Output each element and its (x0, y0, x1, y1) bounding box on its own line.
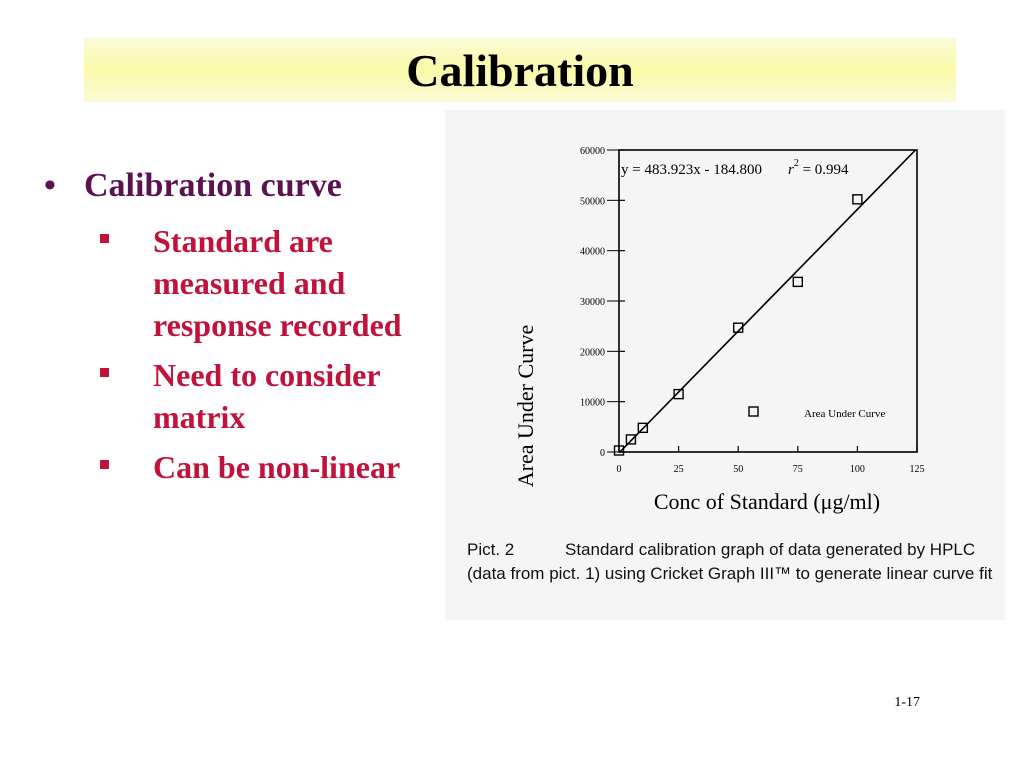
y-tick-label: 20000 (580, 347, 605, 358)
sub-bullet-text: Standard are measured and response recor… (153, 223, 402, 343)
slide-title: Calibration (406, 45, 634, 96)
caption-label: Pict. 2 (467, 540, 515, 559)
sub-bullet-list: Standard are measured and response recor… (42, 220, 432, 488)
data-point (852, 194, 863, 205)
x-tick-label: 50 (733, 464, 743, 475)
y-tick-label: 0 (600, 448, 605, 459)
bullet-list: • Calibration curve Standard are measure… (42, 166, 432, 496)
fit-line-group (619, 149, 917, 453)
chart-legend: Area Under Curve (748, 406, 885, 420)
y-tick-label: 40000 (580, 247, 605, 258)
chart-ticks: 0 10000 20000 30000 40000 50000 60000 0 25 50 75 10… (580, 146, 925, 475)
y-tick-label: 30000 (580, 297, 605, 308)
data-point (625, 434, 637, 445)
data-point (673, 388, 684, 400)
equation-text: y = 483.923x - 184.800 (621, 162, 762, 178)
y-tick-label: 10000 (580, 398, 605, 409)
sub-bullet-item: Can be non-linear (42, 446, 432, 488)
data-point (613, 445, 625, 456)
data-point (792, 276, 803, 288)
calibration-figure: 0 10000 20000 30000 40000 50000 60000 0 25 50 75 10… (445, 110, 1005, 620)
fit-equation: y = 483.923x - 184.800 r2 = 0.994 (621, 158, 849, 178)
bullet-calibration-curve: • Calibration curve (42, 166, 432, 206)
y-tick-label: 60000 (580, 146, 605, 157)
r2-value: = 0.994 (799, 162, 849, 178)
x-tick-label: 25 (674, 464, 684, 475)
calibration-chart: 0 10000 20000 30000 40000 50000 60000 0 25 50 75 10… (513, 146, 925, 514)
slide-number: 1-17 (894, 695, 920, 710)
figure-caption: Pict. 2 Standard calibration graph of dat… (467, 538, 997, 586)
y-axis-label: Area Under Curve (513, 325, 538, 488)
x-tick-label: 0 (617, 464, 622, 475)
sub-bullet-text: Can be non-linear (153, 449, 401, 485)
data-point (733, 322, 744, 333)
x-tick-label: 75 (793, 464, 803, 475)
square-bullet-icon (100, 460, 109, 469)
bullet-dot-icon: • (44, 167, 56, 204)
data-point (637, 422, 649, 434)
legend-marker (748, 406, 759, 417)
square-bullet-icon (100, 368, 109, 377)
legend-label: Area Under Curve (804, 408, 885, 420)
data-points (613, 194, 863, 456)
title-band: Calibration (84, 38, 956, 102)
bullet-text: Calibration curve (84, 167, 342, 204)
square-bullet-icon (100, 234, 109, 243)
caption-text: Standard calibration graph of data gener… (467, 540, 993, 583)
fit-line (619, 149, 917, 453)
x-tick-label: 100 (850, 464, 865, 475)
x-tick-label: 125 (910, 464, 925, 475)
x-axis-label: Conc of Standard (μg/ml) (654, 489, 880, 514)
sub-bullet-item: Standard are measured and response recor… (42, 220, 432, 346)
r2-exponent: 2 (794, 158, 799, 169)
y-tick-label: 50000 (580, 196, 605, 207)
sub-bullet-item: Need to consider matrix (42, 354, 432, 438)
r2-symbol: r (788, 162, 794, 178)
sub-bullet-text: Need to consider matrix (153, 357, 380, 435)
